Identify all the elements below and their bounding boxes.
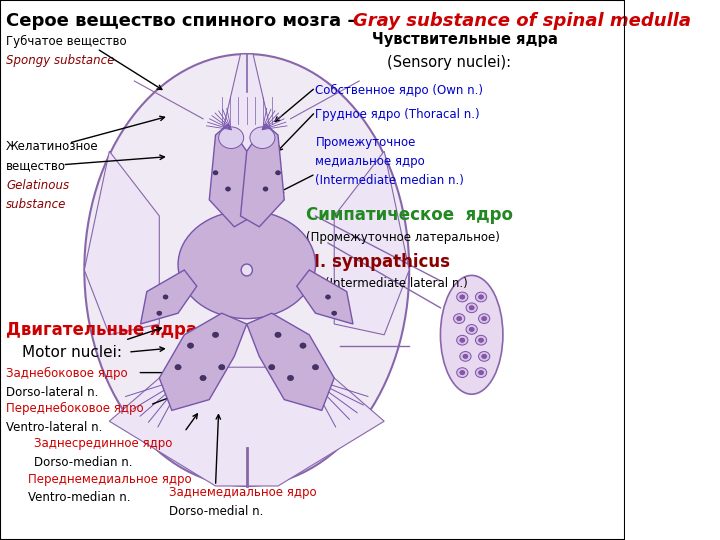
Ellipse shape — [276, 171, 281, 175]
Ellipse shape — [456, 316, 462, 321]
Ellipse shape — [466, 325, 477, 334]
Text: (Sensory nuclei):: (Sensory nuclei): — [387, 55, 511, 70]
Text: Ventro-lateral n.: Ventro-lateral n. — [6, 421, 103, 434]
Ellipse shape — [456, 335, 468, 345]
Ellipse shape — [275, 332, 281, 338]
Ellipse shape — [469, 327, 474, 332]
Ellipse shape — [187, 343, 194, 348]
Ellipse shape — [312, 364, 319, 370]
Text: Грудное ядро (Thoracal n.): Грудное ядро (Thoracal n.) — [315, 108, 480, 121]
Ellipse shape — [157, 311, 162, 315]
Text: Серое вещество спинного мозга –: Серое вещество спинного мозга – — [6, 12, 363, 30]
Polygon shape — [109, 367, 384, 486]
Text: Симпатическое  ядро: Симпатическое ядро — [306, 206, 513, 224]
Ellipse shape — [460, 338, 465, 342]
Ellipse shape — [456, 292, 468, 302]
Ellipse shape — [241, 264, 253, 276]
Polygon shape — [334, 151, 409, 335]
Polygon shape — [222, 54, 271, 162]
Ellipse shape — [287, 375, 294, 381]
Text: (Intermediate lateral n.): (Intermediate lateral n.) — [325, 277, 467, 290]
Text: Заднесрединное ядро: Заднесрединное ядро — [35, 437, 173, 450]
Text: Губчатое вещество: Губчатое вещество — [6, 35, 127, 48]
Ellipse shape — [219, 127, 243, 148]
Polygon shape — [247, 313, 334, 410]
Ellipse shape — [300, 343, 306, 348]
Ellipse shape — [456, 368, 468, 377]
Ellipse shape — [84, 54, 409, 486]
Text: Motor nuclei:: Motor nuclei: — [22, 345, 122, 360]
Ellipse shape — [475, 368, 487, 377]
Ellipse shape — [479, 352, 490, 361]
Ellipse shape — [325, 295, 330, 299]
Text: Gray substance of spinal medulla: Gray substance of spinal medulla — [353, 12, 691, 30]
Ellipse shape — [479, 370, 484, 375]
Ellipse shape — [460, 370, 465, 375]
Ellipse shape — [475, 292, 487, 302]
Text: Чувствительные ядра: Чувствительные ядра — [372, 32, 557, 48]
Text: (Промежуточное латеральное): (Промежуточное латеральное) — [306, 231, 500, 244]
Ellipse shape — [269, 364, 275, 370]
Text: Промежуточное: Промежуточное — [315, 136, 416, 149]
Polygon shape — [159, 313, 247, 410]
Ellipse shape — [482, 316, 487, 321]
Text: (Intermediate median n.): (Intermediate median n.) — [315, 174, 464, 187]
Ellipse shape — [482, 354, 487, 359]
Text: Ventro-median n.: Ventro-median n. — [28, 491, 130, 504]
Text: Собственное ядро (Own n.): Собственное ядро (Own n.) — [315, 84, 484, 97]
Ellipse shape — [479, 314, 490, 323]
Text: медиальное ядро: медиальное ядро — [315, 155, 426, 168]
Ellipse shape — [212, 332, 219, 338]
Ellipse shape — [475, 335, 487, 345]
Ellipse shape — [163, 295, 168, 299]
Ellipse shape — [479, 295, 484, 299]
Polygon shape — [84, 151, 159, 335]
Ellipse shape — [332, 311, 337, 315]
Ellipse shape — [200, 375, 206, 381]
Ellipse shape — [460, 295, 465, 299]
Text: Dorso-medial n.: Dorso-medial n. — [168, 505, 263, 518]
Text: Dorso-median n.: Dorso-median n. — [35, 456, 133, 469]
Text: Желатинозное: Желатинозное — [6, 140, 99, 153]
Ellipse shape — [219, 364, 225, 370]
Text: Заднебоковое ядро: Заднебоковое ядро — [6, 367, 128, 380]
Text: N. sympathicus: N. sympathicus — [306, 253, 450, 271]
Text: Переднемедиальное ядро: Переднемедиальное ядро — [28, 472, 192, 485]
Ellipse shape — [263, 187, 268, 191]
Polygon shape — [240, 124, 284, 227]
Ellipse shape — [441, 275, 503, 394]
Ellipse shape — [466, 303, 477, 313]
Polygon shape — [297, 270, 353, 324]
Polygon shape — [210, 124, 253, 227]
Ellipse shape — [469, 306, 474, 310]
Polygon shape — [140, 270, 197, 324]
Text: Заднемедиальное ядро: Заднемедиальное ядро — [168, 486, 316, 499]
Ellipse shape — [213, 171, 218, 175]
Ellipse shape — [460, 352, 471, 361]
Ellipse shape — [175, 364, 181, 370]
Text: Переднебоковое ядро: Переднебоковое ядро — [6, 402, 144, 415]
Ellipse shape — [178, 211, 315, 319]
Ellipse shape — [454, 314, 465, 323]
Text: substance: substance — [6, 198, 67, 211]
Ellipse shape — [479, 338, 484, 342]
Text: Двигательные ядра: Двигательные ядра — [6, 321, 197, 339]
Ellipse shape — [250, 127, 275, 148]
Text: вещество: вещество — [6, 159, 66, 172]
Text: Dorso-lateral n.: Dorso-lateral n. — [6, 386, 99, 399]
Text: Spongy substance: Spongy substance — [6, 54, 114, 67]
Text: Gelatinous: Gelatinous — [6, 179, 69, 192]
Ellipse shape — [225, 187, 230, 191]
Ellipse shape — [463, 354, 468, 359]
